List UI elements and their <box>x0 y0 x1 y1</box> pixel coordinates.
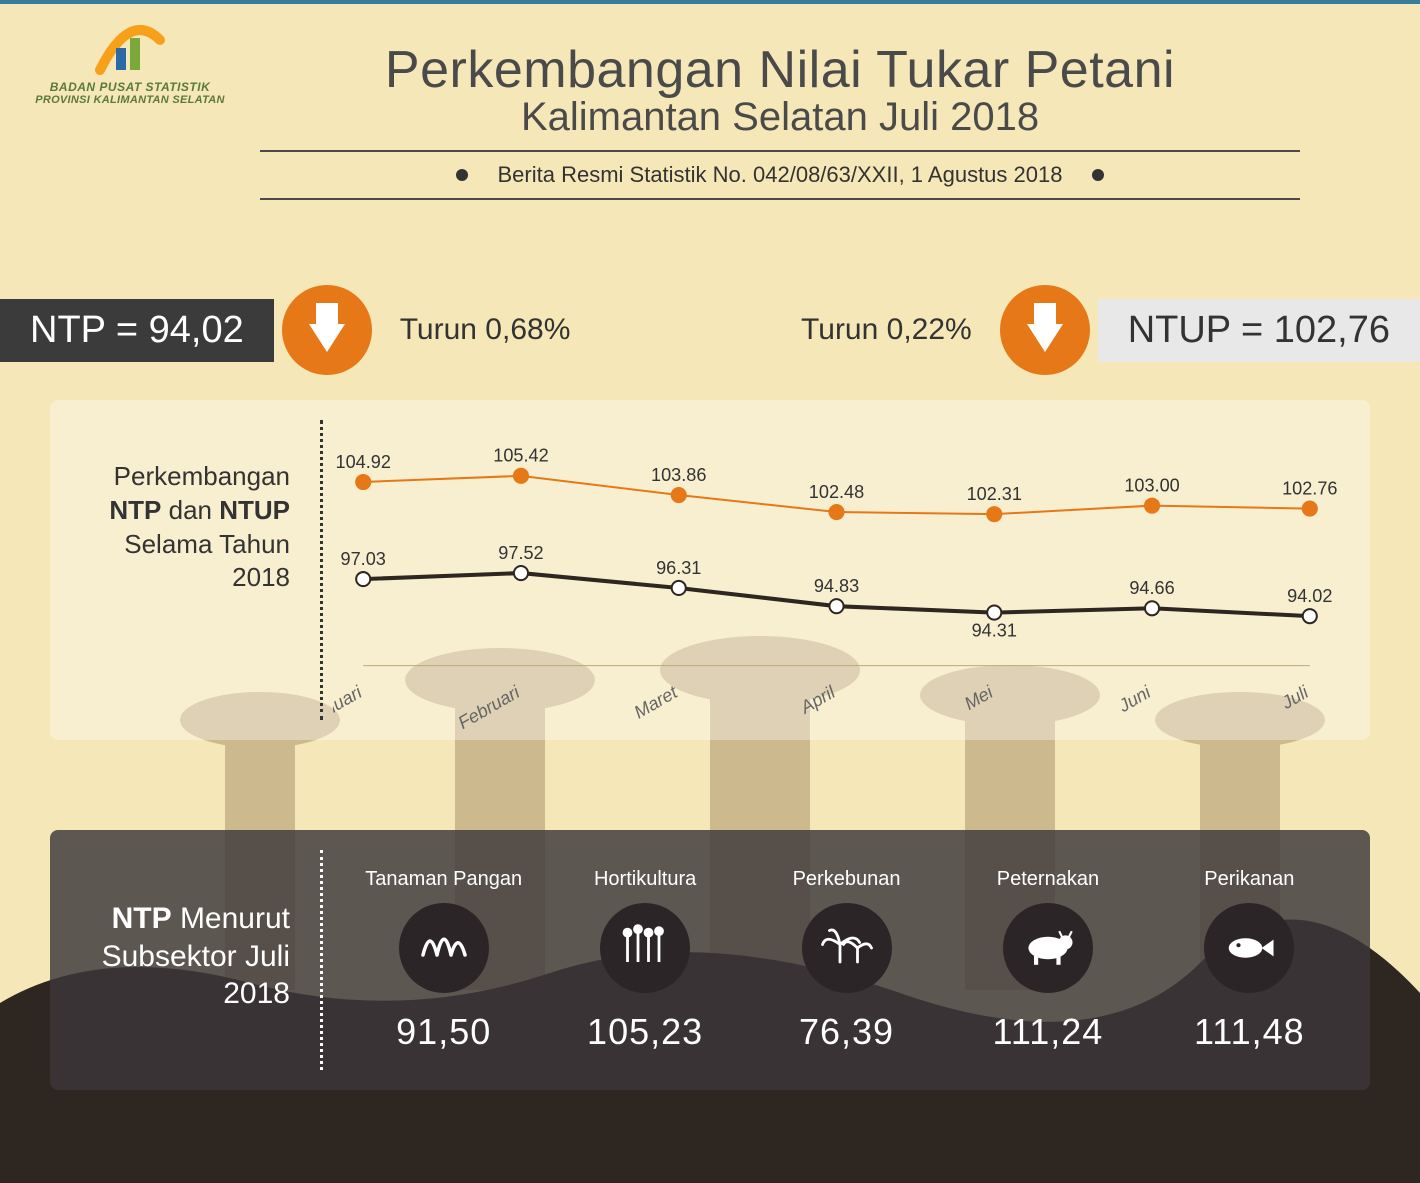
svg-text:Juni: Juni <box>1114 682 1154 717</box>
metric-row: NTP = 94,02 Turun 0,68% Turun 0,22% NTUP… <box>0 285 1420 375</box>
subsector-item: Peternakan 111,24 <box>947 868 1148 1053</box>
ntup-change-text: Turun 0,22% <box>801 313 972 347</box>
subsector-item: Perkebunan 76,39 <box>746 868 947 1053</box>
bps-logo-block: BADAN PUSAT STATISTIK PROVINSI KALIMANTA… <box>30 20 230 106</box>
title-rule-2 <box>260 198 1300 200</box>
subsector-value: 111,48 <box>1149 1011 1350 1053</box>
grain-icon <box>399 903 489 993</box>
subsector-item: Hortikultura 105,23 <box>544 868 745 1053</box>
svg-text:97.52: 97.52 <box>498 543 543 563</box>
svg-text:94.66: 94.66 <box>1129 578 1174 598</box>
palm-icon <box>802 903 892 993</box>
subsector-value: 76,39 <box>746 1011 947 1053</box>
subsector-value: 91,50 <box>343 1011 544 1053</box>
svg-text:94.02: 94.02 <box>1287 586 1332 606</box>
wheat-icon <box>600 903 690 993</box>
ntup-arrow-down-icon <box>1000 285 1090 375</box>
svg-text:Februari: Februari <box>455 681 524 733</box>
svg-text:Mei: Mei <box>961 681 997 713</box>
svg-text:104.92: 104.92 <box>336 452 391 472</box>
subsector-label: Hortikultura <box>544 868 745 891</box>
chart-side-label: Perkembangan NTP dan NTUP Selama Tahun 2… <box>50 400 320 740</box>
bullet-icon <box>1092 169 1104 181</box>
subsector-label: Peternakan <box>947 868 1148 891</box>
ntp-value-box: NTP = 94,02 <box>0 299 274 362</box>
bullet-icon <box>456 169 468 181</box>
subsector-label: Tanaman Pangan <box>343 868 544 891</box>
svg-text:97.03: 97.03 <box>341 549 386 569</box>
logo-text-2: PROVINSI KALIMANTAN SELATAN <box>30 94 230 106</box>
subsector-label: Perikanan <box>1149 868 1350 891</box>
title-block: Perkembangan Nilai Tukar Petani Kalimant… <box>260 40 1300 210</box>
svg-text:103.00: 103.00 <box>1124 476 1179 496</box>
subsector-value: 111,24 <box>947 1011 1148 1053</box>
subsector-label: Perkebunan <box>746 868 947 891</box>
chart-panel: Perkembangan NTP dan NTUP Selama Tahun 2… <box>50 400 1370 740</box>
title-sub: Kalimantan Selatan Juli 2018 <box>260 95 1300 140</box>
bps-logo-icon <box>90 20 170 80</box>
cow-icon <box>1003 903 1093 993</box>
svg-text:96.31: 96.31 <box>656 558 701 578</box>
subsector-panel: NTP Menurut Subsektor Juli 2018 Tanaman … <box>50 830 1370 1090</box>
logo-text-1: BADAN PUSAT STATISTIK <box>30 80 230 94</box>
svg-text:94.83: 94.83 <box>814 576 859 596</box>
line-chart: Januari Februari Maret April Mei Juni Juli 104.… <box>323 400 1370 740</box>
ntp-change-text: Turun 0,68% <box>400 313 571 347</box>
subsector-item: Tanaman Pangan 91,50 <box>343 868 544 1053</box>
ntup-value-box: NTUP = 102,76 <box>1098 299 1420 362</box>
svg-text:Juli: Juli <box>1277 682 1312 714</box>
fish-icon <box>1204 903 1294 993</box>
ntp-arrow-down-icon <box>282 285 372 375</box>
svg-text:Maret: Maret <box>631 682 682 723</box>
svg-text:102.48: 102.48 <box>809 482 864 502</box>
title-rule-1 <box>260 150 1300 152</box>
subsector-item: Perikanan 111,48 <box>1149 868 1350 1053</box>
subsector-items: Tanaman Pangan91,50Hortikultura105,23Per… <box>323 830 1370 1090</box>
source-row: Berita Resmi Statistik No. 042/08/63/XXI… <box>260 162 1300 188</box>
svg-text:103.86: 103.86 <box>651 465 706 485</box>
svg-text:105.42: 105.42 <box>493 446 548 466</box>
svg-text:102.76: 102.76 <box>1282 478 1337 498</box>
svg-text:April: April <box>796 681 839 717</box>
svg-text:102.31: 102.31 <box>967 484 1022 504</box>
subsector-value: 105,23 <box>544 1011 745 1053</box>
svg-text:Januari: Januari <box>333 682 366 730</box>
svg-text:94.31: 94.31 <box>972 621 1017 641</box>
source-text: Berita Resmi Statistik No. 042/08/63/XXI… <box>498 162 1063 188</box>
top-border <box>0 0 1420 4</box>
title-main: Perkembangan Nilai Tukar Petani <box>260 40 1300 100</box>
subsector-side-label: NTP Menurut Subsektor Juli 2018 <box>50 830 320 1090</box>
